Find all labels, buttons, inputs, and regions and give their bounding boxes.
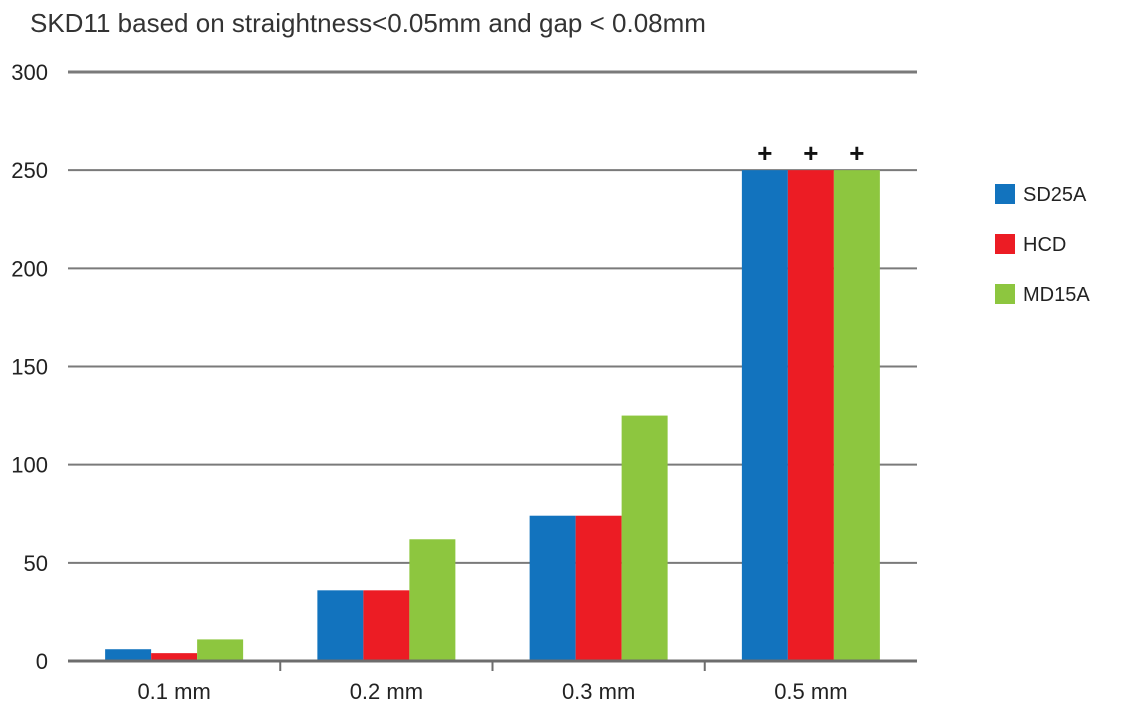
bar-sd25a-2 bbox=[317, 590, 364, 661]
y-tick-label: 0 bbox=[36, 649, 48, 674]
bar-hcd-3 bbox=[575, 515, 622, 661]
legend-label-md15a: MD15A bbox=[1023, 284, 1090, 306]
y-tick-label: 250 bbox=[11, 158, 48, 183]
plus-marker: + bbox=[803, 138, 818, 168]
x-tick-label: 0.5 mm bbox=[774, 679, 847, 704]
legend: SD25A HCD MD15A bbox=[995, 184, 1090, 306]
bar-md15a-2 bbox=[409, 539, 456, 661]
legend-label-sd25a: SD25A bbox=[1023, 184, 1087, 206]
bar-md15a-3 bbox=[621, 415, 668, 661]
y-tick-label: 50 bbox=[24, 551, 48, 576]
chart-title: SKD11 based on straightness<0.05mm and g… bbox=[30, 8, 706, 38]
bar-hcd-1 bbox=[151, 653, 198, 661]
y-tick-label: 150 bbox=[11, 355, 48, 380]
bar-sd25a-3 bbox=[529, 515, 576, 661]
x-tick-label: 0.2 mm bbox=[350, 679, 423, 704]
legend-swatch-hcd bbox=[995, 234, 1015, 254]
bar-md15a-1 bbox=[197, 639, 244, 661]
bars bbox=[105, 170, 880, 661]
bar-hcd-2 bbox=[363, 590, 410, 661]
gridlines bbox=[68, 70, 917, 564]
y-tick-label: 200 bbox=[11, 256, 48, 281]
legend-swatch-md15a bbox=[995, 284, 1015, 304]
bar-sd25a-1 bbox=[105, 649, 152, 661]
annotations: + + + bbox=[757, 138, 864, 168]
plus-marker: + bbox=[849, 138, 864, 168]
axes: 0 50 100 150 200 250 300 0.1 mm 0.2 mm 0.3 mm 0.5 … bbox=[11, 60, 917, 704]
legend-label-hcd: HCD bbox=[1023, 234, 1066, 256]
plus-marker: + bbox=[757, 138, 772, 168]
bar-md15a-4 bbox=[833, 170, 880, 661]
bar-sd25a-4 bbox=[741, 170, 788, 661]
y-tick-label: 100 bbox=[11, 453, 48, 478]
bar-hcd-4 bbox=[787, 170, 834, 661]
y-tick-label: 300 bbox=[11, 60, 48, 85]
x-tick-label: 0.1 mm bbox=[137, 679, 210, 704]
legend-swatch-sd25a bbox=[995, 184, 1015, 204]
x-tick-label: 0.3 mm bbox=[562, 679, 635, 704]
